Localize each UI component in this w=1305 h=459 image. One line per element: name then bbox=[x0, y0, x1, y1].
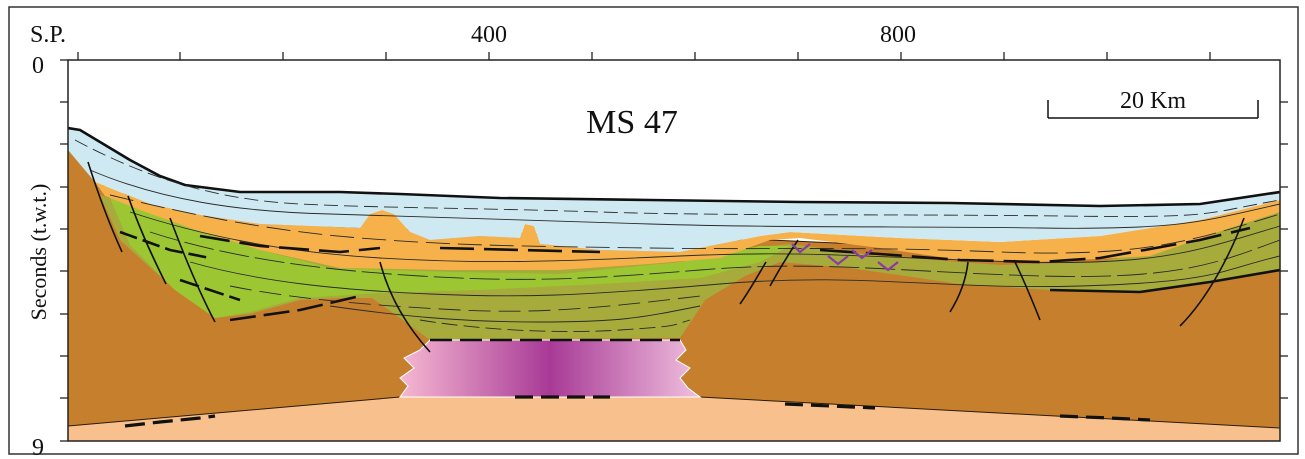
shotpoint-ticks bbox=[77, 52, 1211, 60]
internal-horizons bbox=[74, 139, 1280, 332]
key-horizons bbox=[119, 226, 1280, 428]
plot-frame bbox=[67, 59, 1281, 442]
salt-body bbox=[399, 339, 702, 398]
shotpoint-label: S.P. bbox=[30, 22, 66, 48]
y-axis-label: Seconds (t.w.t.) bbox=[26, 184, 51, 321]
water-column bbox=[68, 128, 1280, 252]
shotpoint-tick-400: 400 bbox=[471, 22, 507, 48]
seafloor-horizon bbox=[68, 126, 1280, 208]
depth-ticks bbox=[60, 59, 1288, 442]
shotpoint-tick-800: 800 bbox=[880, 22, 916, 48]
deep-unit bbox=[68, 397, 1280, 441]
scale-bar-label: 20 Km bbox=[1120, 88, 1186, 114]
scale-bar bbox=[1047, 100, 1259, 119]
evaporite-marks bbox=[791, 243, 899, 272]
depth-tick-0: 0 bbox=[32, 53, 44, 79]
figure-frame bbox=[8, 6, 1299, 455]
green-unit bbox=[110, 198, 790, 318]
faults bbox=[87, 161, 1245, 353]
section-title: MS 47 bbox=[586, 104, 678, 141]
depth-tick-9: 9 bbox=[32, 435, 44, 459]
orange-unit bbox=[95, 182, 1280, 270]
